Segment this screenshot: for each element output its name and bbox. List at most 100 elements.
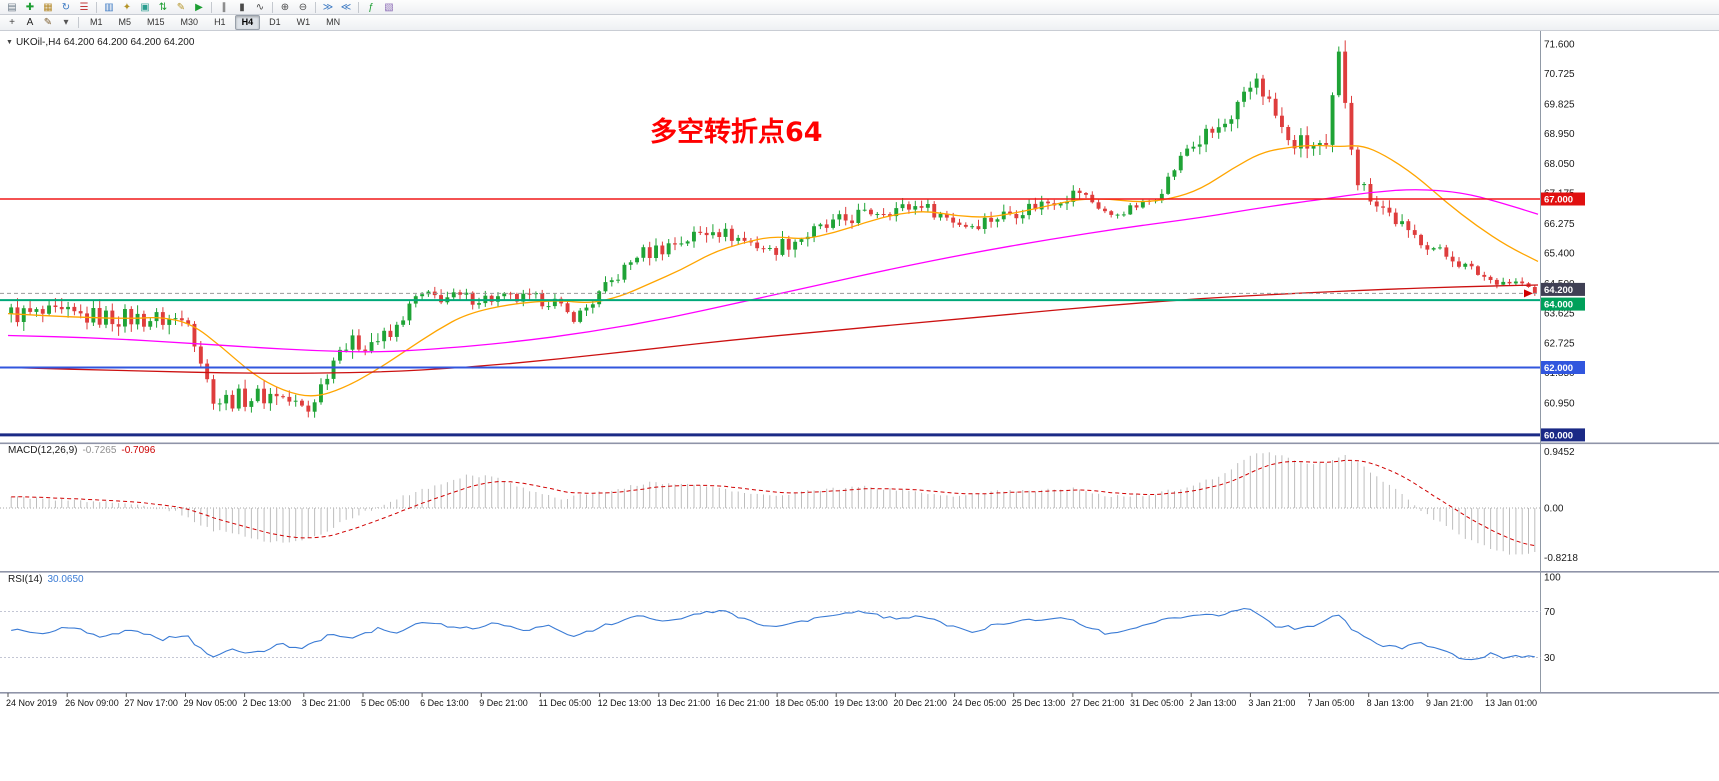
time-axis-label: 7 Jan 05:00	[1308, 698, 1355, 708]
toolbar-separator	[96, 1, 97, 13]
drawing-tool[interactable]: ✎	[43, 17, 53, 28]
price-badge-60.000	[1541, 428, 1585, 442]
price-axis-label: 66.275	[1544, 219, 1575, 230]
toolbar-separator	[358, 1, 359, 13]
rsi-axis-label: 70	[1544, 607, 1556, 618]
macd-axis-label: 0.00	[1544, 504, 1564, 515]
time-axis-label: 6 Dec 13:00	[420, 698, 469, 708]
price-axis-label: 60.950	[1544, 398, 1575, 409]
new-chart-button[interactable]: ✚	[25, 1, 35, 13]
candlestick-chart-button[interactable]: ▮	[239, 1, 245, 13]
time-axis-label: 16 Dec 21:00	[716, 698, 770, 708]
price-badge-label: 60.000	[1544, 430, 1573, 441]
candlestick-series[interactable]	[9, 40, 1537, 418]
macd-axis-label: -0.8218	[1544, 553, 1578, 564]
time-axis-label: 25 Dec 13:00	[1012, 698, 1066, 708]
new-order-button[interactable]: ⇅	[158, 1, 168, 13]
zoom-in-button[interactable]: ⊕	[280, 1, 290, 13]
ma-slow-red[interactable]	[7, 284, 1539, 374]
terminal-button[interactable]: ▣	[140, 1, 150, 13]
zoom-out-button[interactable]: ⊖	[298, 1, 308, 13]
price-axis-label: 68.950	[1544, 129, 1575, 140]
macd-axis-label: 0.9452	[1544, 447, 1575, 458]
time-axis-label: 18 Dec 05:00	[775, 698, 829, 708]
main-price-panel[interactable]	[0, 40, 1541, 437]
price-axis-label: 62.725	[1544, 339, 1575, 350]
ma-fast-orange[interactable]	[7, 144, 1539, 397]
chart-area[interactable]: 71.60070.72569.82568.95068.05067.17566.2…	[0, 31, 1719, 781]
timeframe-d1-button[interactable]: D1	[269, 17, 281, 27]
auto-scroll-button[interactable]: ≫	[322, 1, 334, 13]
timeframe-m15-button[interactable]: M15	[147, 17, 165, 27]
price-axis-label: 69.825	[1544, 99, 1575, 110]
price-badge-label: 62.000	[1544, 363, 1573, 374]
time-axis-label: 20 Dec 21:00	[893, 698, 947, 708]
toolbar-timeframes: + A ✎ ▾ M1 M5 M15 M30 H1 H4 D1 W1 MN	[0, 15, 1719, 31]
time-axis-label: 24 Dec 05:00	[953, 698, 1007, 708]
timeframe-m30-button[interactable]: M30	[180, 17, 199, 27]
templates-button[interactable]: ▧	[384, 1, 394, 13]
macd-panel[interactable]: 0.9452 0.00 -0.8218	[0, 447, 1578, 564]
time-axis-label: 3 Dec 21:00	[302, 698, 351, 708]
price-axis-label: 68.050	[1544, 159, 1575, 170]
price-badge-64.200	[1541, 282, 1585, 296]
time-axis-label: 13 Dec 21:00	[657, 698, 711, 708]
time-axis-label: 3 Jan 21:00	[1248, 698, 1295, 708]
timeframe-h4-button[interactable]: H4	[234, 15, 261, 30]
rsi-panel[interactable]: 100 70 30	[0, 573, 1561, 665]
time-axis-label: 27 Dec 21:00	[1071, 698, 1125, 708]
bar-chart-button[interactable]: ∥	[221, 1, 227, 13]
time-axis-label: 11 Dec 05:00	[538, 698, 591, 708]
window-menu-button[interactable]: ▤	[7, 1, 17, 13]
timeframe-mn-button[interactable]: MN	[326, 17, 341, 27]
timeframe-m1-button[interactable]: M1	[90, 17, 103, 27]
panel-separator[interactable]	[0, 692, 1719, 694]
refresh-button[interactable]: ↻	[61, 1, 71, 13]
time-axis-label: 13 Jan 01:00	[1485, 698, 1537, 708]
data-window-button[interactable]: ▥	[104, 1, 114, 13]
toolbar-separator	[315, 1, 316, 13]
price-axis-label: 63.625	[1544, 308, 1575, 319]
timeframe-m5-button[interactable]: M5	[118, 17, 132, 27]
autotrading-button[interactable]: ▶	[195, 1, 203, 13]
chart-shift-button[interactable]: ≪	[340, 1, 352, 13]
price-axis-label: 71.600	[1544, 40, 1575, 51]
text-label-tool[interactable]: A	[26, 17, 34, 28]
objects-dropdown[interactable]: ▾	[63, 17, 69, 28]
time-axis-label: 2 Jan 13:00	[1189, 698, 1236, 708]
rsi-axis-label: 30	[1544, 653, 1556, 664]
crosshair-tool[interactable]: +	[9, 17, 15, 28]
price-badge-label: 67.000	[1544, 195, 1573, 206]
metaeditor-button[interactable]: ✎	[176, 1, 186, 13]
timeframe-w1-button[interactable]: W1	[296, 17, 311, 27]
price-axis-label: 65.400	[1544, 248, 1575, 259]
rsi-axis-label: 100	[1544, 573, 1561, 584]
time-axis-label: 26 Nov 09:00	[65, 698, 119, 708]
time-axis-label: 9 Dec 21:00	[479, 698, 528, 708]
price-badge-67.000	[1541, 192, 1585, 206]
toolbar-separator	[272, 1, 273, 13]
time-axis[interactable]: 24 Nov 2019 26 Nov 09:00 27 Nov 17:00 29 No…	[6, 693, 1537, 708]
panel-separator[interactable]	[0, 442, 1719, 445]
timeframe-h1-button[interactable]: H1	[214, 17, 226, 27]
market-watch-button[interactable]: ☰	[79, 1, 89, 13]
line-chart-button[interactable]: ∿	[255, 1, 265, 13]
rsi-line	[11, 607, 1535, 661]
toolbar-separator	[211, 1, 212, 13]
panel-separator[interactable]	[0, 571, 1719, 573]
price-badge-62.000	[1541, 361, 1585, 374]
chart-profiles-button[interactable]: ▦	[43, 1, 53, 13]
time-axis-label: 12 Dec 13:00	[598, 698, 652, 708]
time-axis-label: 2 Dec 13:00	[243, 698, 292, 708]
time-axis-label: 31 Dec 05:00	[1130, 698, 1184, 708]
price-badge-label: 64.200	[1544, 285, 1573, 296]
time-axis-label: 24 Nov 2019	[6, 698, 57, 708]
price-axis-label: 70.725	[1544, 69, 1575, 80]
ma-mid-magenta[interactable]	[7, 189, 1539, 353]
toolbar-separator	[78, 17, 79, 28]
indicators-button[interactable]: ƒ	[368, 1, 374, 13]
navigator-button[interactable]: ✦	[122, 1, 132, 13]
macd-signal-line	[11, 459, 1535, 547]
toolbar-standard: ▤ ✚ ▦ ↻ ☰ ▥ ✦ ▣ ⇅ ✎ ▶ ∥ ▮ ∿ ⊕ ⊖ ≫ ≪ ƒ ▧	[0, 0, 1719, 15]
